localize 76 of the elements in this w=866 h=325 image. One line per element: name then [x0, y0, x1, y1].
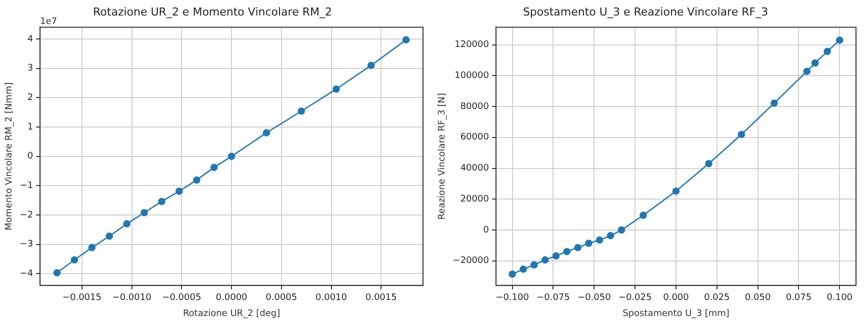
x-tick-label: −0.0005: [162, 293, 202, 304]
point: [618, 226, 626, 234]
x-tick-label: 0.025: [704, 293, 730, 304]
point: [158, 198, 166, 206]
x-tick-label: −0.0015: [62, 293, 102, 304]
text: 1e7: [40, 17, 58, 28]
x-tick-label: −0.0010: [112, 293, 152, 304]
point: [803, 68, 811, 75]
y-tick-label: 1: [27, 122, 34, 132]
point: [192, 176, 200, 184]
point: [640, 212, 647, 219]
point: [552, 252, 560, 260]
y-tick-label: 40000: [460, 164, 490, 174]
x-tick-label: 0.100: [826, 293, 853, 304]
point: [228, 152, 236, 160]
point: [70, 256, 78, 264]
x-tick-label: 0.0015: [365, 293, 397, 304]
point: [140, 208, 148, 216]
y-tick-label: 100000: [454, 71, 490, 82]
point: [530, 261, 538, 269]
x-tick-label: 0.0010: [316, 293, 348, 304]
point: [836, 36, 844, 44]
point: [585, 240, 592, 247]
x-tick-label: 0.000: [663, 293, 690, 304]
y-tick-label: 20000: [460, 194, 490, 204]
y-tick-label: 0: [483, 225, 490, 236]
y-tick-label: 3: [27, 64, 34, 74]
point: [262, 129, 270, 136]
point: [596, 236, 604, 244]
point: [520, 266, 527, 273]
y-tick-label: −3: [20, 240, 34, 250]
y-tick-label: 4: [27, 34, 34, 44]
point: [210, 164, 218, 172]
point: [541, 256, 549, 264]
y-tick-label: −1: [20, 180, 34, 191]
x-tick-label: 0.0005: [266, 293, 298, 304]
chart-title: Spostamento U_3 e Reazione Vincolare RF_3: [522, 5, 768, 18]
y-tick-label: 80000: [460, 102, 490, 112]
point: [770, 99, 778, 107]
y-axis-title: Reazione Vincolare RF_3 [N]: [438, 93, 448, 220]
x-tick-label: −0.050: [578, 293, 612, 304]
x-tick-label: 0.050: [744, 293, 771, 304]
point: [402, 36, 410, 44]
x-axis-title: Spostamento U_3 [mm]: [622, 308, 730, 319]
y-tick-label: 2: [27, 92, 34, 103]
point: [811, 59, 819, 67]
point: [106, 232, 114, 240]
point: [332, 85, 340, 93]
y-tick-label: −20000: [452, 256, 490, 266]
point: [53, 269, 61, 276]
x-tick-label: −0.025: [618, 293, 652, 304]
y-tick-label: −2: [20, 210, 34, 220]
point: [574, 244, 582, 252]
point: [563, 248, 570, 256]
point: [672, 187, 680, 195]
point: [176, 188, 183, 195]
x-tick-label: 0.0000: [216, 293, 248, 304]
point: [123, 220, 130, 228]
point: [367, 62, 375, 69]
point: [508, 270, 516, 278]
chart-title: Rotazione UR_2 e Momento Vincolare RM_2: [93, 5, 332, 18]
point: [606, 232, 614, 240]
point: [88, 244, 96, 252]
y-tick-label: −4: [20, 269, 34, 280]
y-tick-label: 0: [27, 152, 34, 162]
point: [824, 48, 832, 56]
x-tick-label: −0.075: [536, 293, 570, 304]
x-axis-title: Rotazione UR_2 [deg]: [182, 308, 280, 319]
x-tick-label: 0.075: [786, 293, 812, 304]
x-tick-label: −0.100: [496, 293, 530, 304]
y-axis-title: Momento Vincolare RM_2 [Nmm]: [4, 82, 15, 230]
point: [738, 130, 746, 138]
y-tick-label: 120000: [454, 40, 490, 50]
y-tick-label: 60000: [460, 132, 490, 143]
point: [298, 107, 305, 115]
point: [705, 160, 712, 168]
